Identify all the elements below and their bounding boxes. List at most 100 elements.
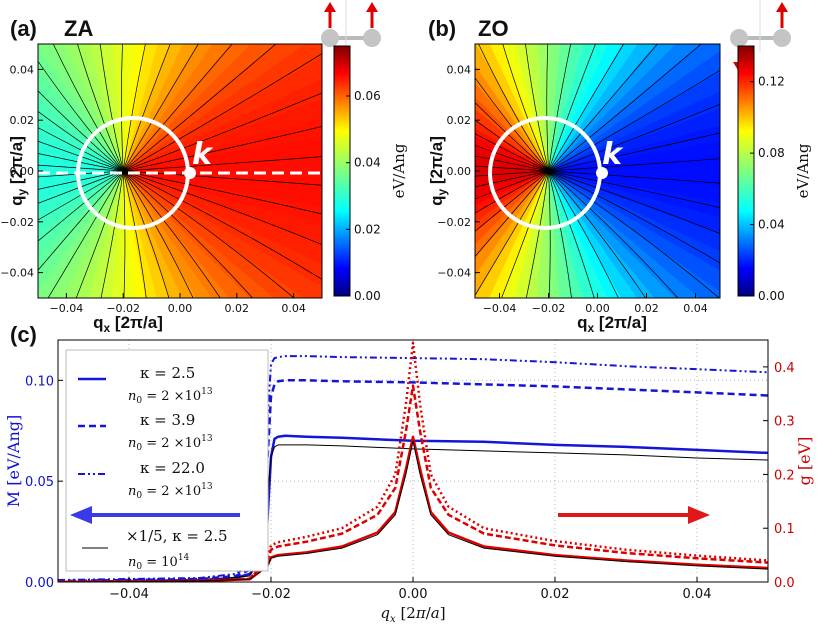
legend-item-3: κ = 22.0 n0 = 2 ×1013 bbox=[78, 459, 213, 501]
colorbar-a bbox=[333, 45, 351, 297]
map-wedge bbox=[548, 44, 572, 172]
map-wedge bbox=[63, 170, 124, 298]
legend-sublabel-4: n0 = 1014 bbox=[128, 553, 190, 572]
x-tick-label: 0.04 bbox=[683, 587, 712, 602]
contour-line bbox=[123, 92, 322, 172]
map-wedge bbox=[123, 170, 322, 189]
map-wedge bbox=[548, 44, 623, 172]
map-a-point bbox=[184, 167, 196, 179]
colorbar-tick-label: 0.00 bbox=[354, 289, 381, 303]
map-wedge bbox=[475, 97, 549, 172]
contour-line bbox=[38, 140, 124, 172]
panel-a: (a) ZA k −0.04 −0.02 0.00 0.02 0.040.040.020… bbox=[0, 0, 408, 335]
contour-line bbox=[475, 170, 549, 177]
x-tick-label: 0.04 bbox=[683, 302, 708, 315]
map-wedge bbox=[548, 140, 720, 172]
map-wedge bbox=[548, 170, 560, 298]
map-wedge bbox=[548, 44, 638, 172]
map-wedge bbox=[548, 170, 720, 252]
contour-line bbox=[38, 170, 124, 221]
colorbar-tick-label: 0.02 bbox=[354, 222, 381, 236]
contour-line bbox=[548, 170, 720, 298]
contour-line bbox=[475, 102, 549, 172]
series-line bbox=[58, 440, 768, 582]
contour-line bbox=[52, 44, 124, 172]
contour-line bbox=[548, 44, 658, 172]
series-line bbox=[58, 434, 768, 582]
contour-line bbox=[475, 145, 549, 172]
contour-line bbox=[501, 170, 549, 298]
contour-line bbox=[38, 170, 124, 178]
y-left-tick-label: 0.00 bbox=[25, 576, 54, 591]
contour-line bbox=[121, 44, 124, 172]
map-wedge bbox=[38, 147, 124, 172]
series-line bbox=[58, 379, 768, 582]
map-wedge bbox=[122, 44, 276, 172]
map-wedge bbox=[88, 170, 124, 298]
map-b-k-label: k bbox=[602, 137, 624, 172]
x-tick-label: 0.00 bbox=[585, 302, 610, 315]
contour-line bbox=[548, 170, 720, 235]
map-b-ylabel: qy [2π/a] bbox=[427, 136, 449, 206]
map-wedge bbox=[475, 164, 549, 172]
contour-line bbox=[38, 60, 124, 172]
legend-sublabel-2: n0 = 2 ×1013 bbox=[128, 434, 213, 453]
contour-line bbox=[122, 44, 233, 172]
x-tick-label: 0.02 bbox=[225, 302, 250, 315]
x-tick-label: 0.04 bbox=[281, 302, 306, 315]
map-wedge bbox=[111, 170, 124, 298]
map-wedge bbox=[38, 44, 124, 172]
x-tick-label: −0.04 bbox=[50, 302, 84, 315]
colorbar-tick-label: 0.04 bbox=[354, 156, 381, 170]
map-b-xlabel: qx [2π/a] bbox=[577, 313, 647, 335]
legend-label-3: κ = 22.0 bbox=[140, 459, 205, 477]
map-wedge bbox=[123, 153, 322, 172]
legend-item-2: κ = 3.9 n0 = 2 ×1013 bbox=[78, 411, 213, 453]
colorbar-b-ticks: 0.12 0.08 0.04 0.00 bbox=[750, 75, 785, 303]
contour-line bbox=[548, 170, 619, 298]
map-b-wedges bbox=[475, 44, 720, 298]
colorbar-tick-label: 0.12 bbox=[758, 75, 785, 89]
y-right-tick-label: 0.4 bbox=[774, 361, 795, 376]
contour-line bbox=[548, 170, 720, 184]
contour-line bbox=[77, 44, 124, 172]
map-wedge bbox=[475, 170, 549, 298]
x-tick-label: 0.02 bbox=[541, 587, 570, 602]
x-tick-label: −0.04 bbox=[109, 587, 149, 602]
map-wedge bbox=[123, 44, 322, 172]
map-wedge bbox=[548, 155, 720, 172]
map-wedge bbox=[122, 44, 213, 172]
left-arrow-head bbox=[70, 506, 92, 524]
y-tick-label: 0.00 bbox=[447, 165, 472, 178]
map-wedge bbox=[122, 44, 183, 172]
contour-line bbox=[123, 126, 322, 172]
panel-a-label: (a) bbox=[10, 16, 37, 41]
series-line bbox=[58, 341, 768, 582]
colorbar-tick-label: 0.04 bbox=[758, 218, 785, 232]
map-wedge bbox=[123, 170, 322, 207]
contour-line bbox=[475, 170, 549, 232]
y-tick-label: −0.02 bbox=[0, 216, 34, 229]
contour-line bbox=[475, 155, 549, 172]
x-tick-label: −0.02 bbox=[532, 302, 566, 315]
map-wedge bbox=[548, 44, 609, 172]
contour-line bbox=[38, 127, 124, 172]
contour-line bbox=[123, 156, 322, 172]
contour-line bbox=[548, 44, 625, 172]
contour-line bbox=[478, 44, 549, 172]
contour-line bbox=[548, 170, 679, 298]
legend-label-2: κ = 3.9 bbox=[140, 411, 195, 429]
map-wedge bbox=[548, 170, 720, 187]
panel-b-title: ZO bbox=[478, 16, 509, 41]
contour-line bbox=[548, 170, 551, 298]
colorbar-b-label: eV/Ang bbox=[794, 143, 812, 198]
x-tick-label: −0.02 bbox=[106, 302, 140, 315]
contour-line bbox=[475, 77, 549, 172]
map-wedge bbox=[475, 128, 549, 172]
map-wedge bbox=[123, 170, 322, 298]
plot-c-ticks: −0.04 −0.02 0.00 0.02 0.04 0.10 0.05 0.00 0.4 0.3… bbox=[25, 361, 795, 602]
contour-line bbox=[548, 44, 702, 172]
map-wedge bbox=[548, 44, 701, 172]
contour-line bbox=[122, 170, 170, 298]
colorbar-a-label: eV/Ang bbox=[390, 143, 408, 198]
